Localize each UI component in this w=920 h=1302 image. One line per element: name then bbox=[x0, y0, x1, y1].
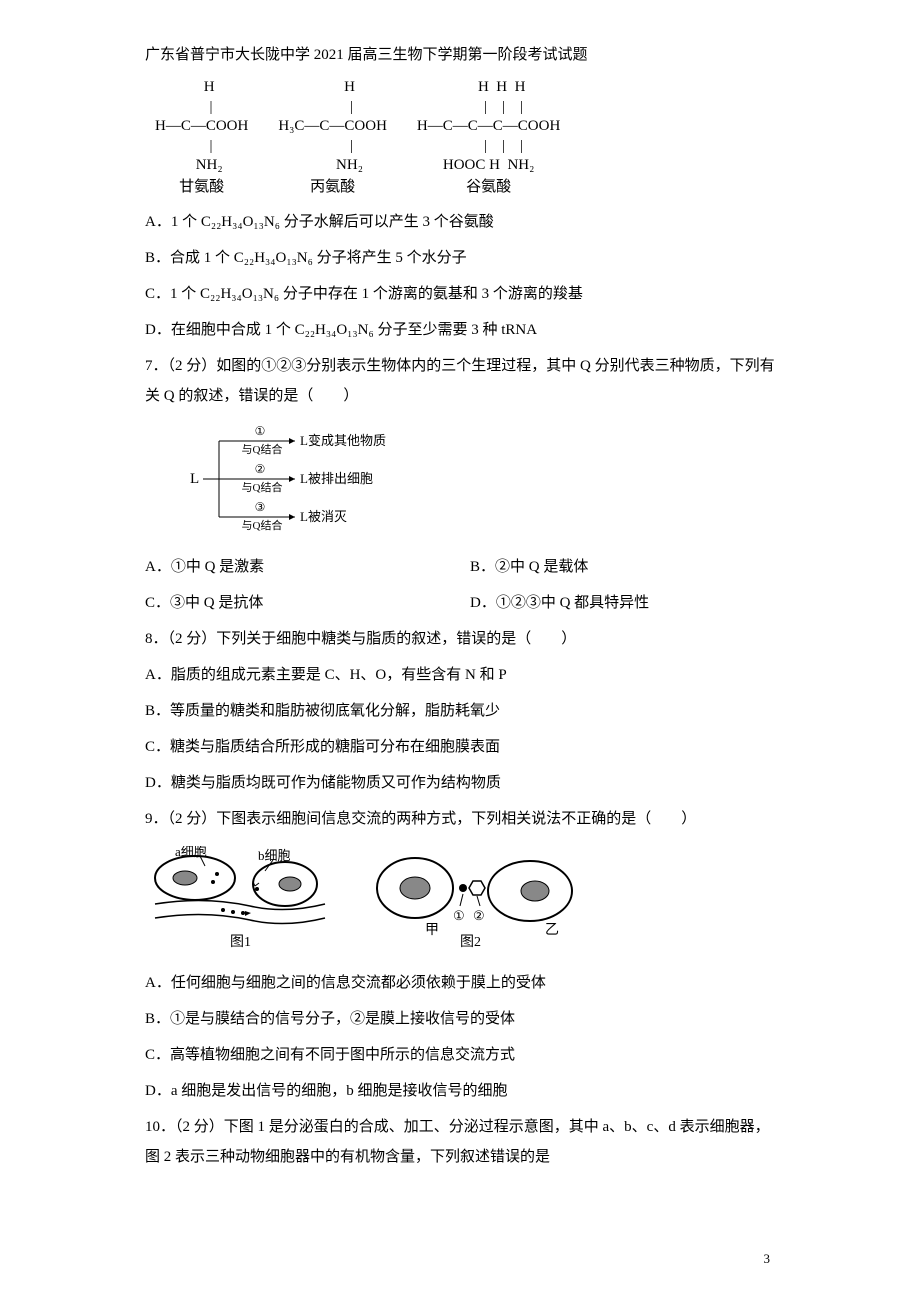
q7-branch3-bottom: 与Q结合 bbox=[242, 518, 283, 532]
q7-branch2-top: ② bbox=[255, 462, 266, 476]
q7-branch2-bottom: 与Q结合 bbox=[242, 480, 283, 494]
q7-branch3-result: L被消灭 bbox=[300, 509, 347, 524]
q7-branch2-result: L被排出细胞 bbox=[300, 471, 373, 486]
q7-branch3-top: ③ bbox=[255, 500, 266, 514]
q6-option-c: C．1 个 C₂₂H₃₄O₁₃N₆ 分子中存在 1 个游离的氨基和 3 个游离的… bbox=[145, 279, 775, 309]
q9-two-label: ② bbox=[473, 908, 485, 923]
q7-options: A．①中 Q 是激素 B．②中 Q 是载体 C．③中 Q 是抗体 D．①②③中 … bbox=[145, 552, 775, 618]
q9-option-d: D．a 细胞是发出信号的细胞，b 细胞是接收信号的细胞 bbox=[145, 1076, 775, 1106]
q6-option-b: B．合成 1 个 C₂₂H₃₄O₁₃N₆ 分子将产生 5 个水分子 bbox=[145, 243, 775, 273]
q9-fig1-label: 图1 bbox=[230, 935, 251, 950]
q7-option-a: A．①中 Q 是激素 bbox=[145, 552, 450, 582]
glycine-name: 甘氨酸 bbox=[155, 178, 248, 198]
q6-option-a: A．1 个 C₂₂H₃₄O₁₃N₆ 分子水解后可以产生 3 个谷氨酸 bbox=[145, 207, 775, 237]
document-header: 广东省普宁市大长陇中学 2021 届高三生物下学期第一阶段考试试题 bbox=[145, 40, 775, 70]
q7-option-c: C．③中 Q 是抗体 bbox=[145, 588, 450, 618]
q7-diagram: L ① 与Q结合 L变成其他物质 ② 与Q结合 L被排出细胞 ③ 与Q结合 L被… bbox=[185, 423, 775, 540]
q9-cell-b-label: b细胞 bbox=[258, 848, 291, 863]
q8-option-b: B．等质量的糖类和脂肪被彻底氧化分解，脂肪耗氧少 bbox=[145, 696, 775, 726]
q8-text: 8．（2 分）下列关于细胞中糖类与脂质的叙述，错误的是（ ） bbox=[145, 624, 775, 654]
q10-text: 10．（2 分）下图 1 是分泌蛋白的合成、加工、分泌过程示意图，其中 a、b、… bbox=[145, 1112, 775, 1172]
q6-option-d: D．在细胞中合成 1 个 C₂₂H₃₄O₁₃N₆ 分子至少需要 3 种 tRNA bbox=[145, 315, 775, 345]
q8-option-c: C．糖类与脂质结合所形成的糖脂可分布在细胞膜表面 bbox=[145, 732, 775, 762]
q7-option-d: D．①②③中 Q 都具特异性 bbox=[470, 588, 775, 618]
q9-option-b: B．①是与膜结合的信号分子，②是膜上接收信号的受体 bbox=[145, 1004, 775, 1034]
q7-option-b: B．②中 Q 是载体 bbox=[470, 552, 775, 582]
q9-cell-a-label: a细胞 bbox=[175, 846, 207, 859]
q9-option-c: C．高等植物细胞之间有不同于图中所示的信息交流方式 bbox=[145, 1040, 775, 1070]
q7-branch1-top: ① bbox=[255, 424, 266, 438]
q9-yi-label: 乙 bbox=[545, 922, 559, 938]
chemical-structures: H | H—C—COOH | NH₂ 甘氨酸 H | H₃C—C—COOH | … bbox=[155, 78, 775, 197]
q8-option-a: A．脂质的组成元素主要是 C、H、O，有些含有 N 和 P bbox=[145, 660, 775, 690]
q7-branch1-result: L变成其他物质 bbox=[300, 433, 386, 448]
q9-jia-label: 甲 bbox=[425, 923, 439, 938]
q9-one-label: ① bbox=[453, 908, 465, 923]
glycine-structure: H | H—C—COOH | NH₂ 甘氨酸 bbox=[155, 78, 248, 197]
q9-diagram: a细胞 b细胞 图1 甲 ① ② 乙 图2 bbox=[145, 846, 775, 956]
q9-fig2-label: 图2 bbox=[460, 935, 481, 950]
q9-option-a: A．任何细胞与细胞之间的信息交流都必须依赖于膜上的受体 bbox=[145, 968, 775, 998]
q8-option-d: D．糖类与脂质均既可作为储能物质又可作为结构物质 bbox=[145, 768, 775, 798]
alanine-name: 丙氨酸 bbox=[278, 178, 387, 198]
page-number: 3 bbox=[764, 1246, 771, 1272]
q7-L-label: L bbox=[190, 471, 199, 487]
q7-text: 7．（2 分）如图的①②③分别表示生物体内的三个生理过程，其中 Q 分别代表三种… bbox=[145, 351, 775, 411]
alanine-structure: H | H₃C—C—COOH | NH₂ 丙氨酸 bbox=[278, 78, 387, 197]
glutamate-name: 谷氨酸 bbox=[417, 178, 560, 198]
glutamate-structure: H H H | | | H—C—C—C—COOH | | | HOOC H NH… bbox=[417, 78, 560, 197]
q9-text: 9．（2 分）下图表示细胞间信息交流的两种方式，下列相关说法不正确的是（ ） bbox=[145, 804, 775, 834]
q7-branch1-bottom: 与Q结合 bbox=[242, 442, 283, 456]
